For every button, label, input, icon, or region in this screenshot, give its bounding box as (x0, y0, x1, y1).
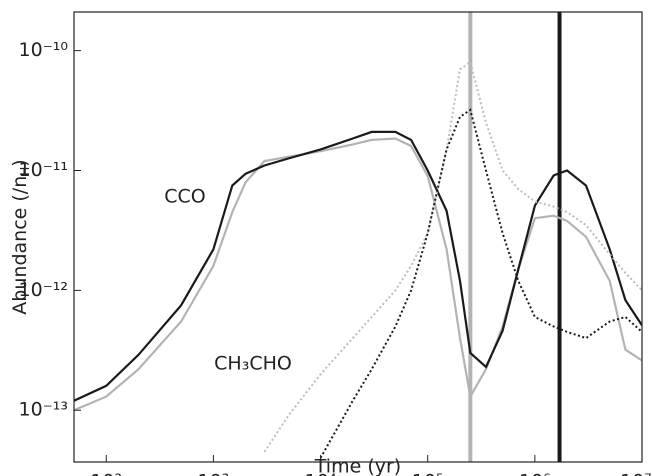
annotation: CH₃CHO (214, 353, 292, 375)
series-line (74, 137, 642, 412)
y-tick-label: 10⁻¹² (19, 279, 68, 301)
x-axis-label: Time (yr) (314, 456, 401, 476)
x-tick-label: 10⁷ (620, 471, 652, 476)
x-tick-label: 10⁶ (519, 471, 551, 476)
series-line (74, 130, 642, 402)
y-axis-label-part: Abundance (/n (9, 176, 31, 315)
annotation: CCO (164, 186, 206, 208)
plot-area (74, 12, 642, 462)
plot-frame (73, 11, 643, 463)
x-tick-label: 10² (90, 471, 122, 476)
series-line (263, 60, 642, 453)
y-tick-label: 10⁻¹¹ (19, 159, 68, 181)
y-axis-label-sub: H (18, 167, 32, 176)
y-tick-label: 10⁻¹³ (19, 399, 68, 421)
x-tick-label: 10³ (198, 471, 230, 476)
series-line (319, 108, 642, 459)
x-tick-label: 10⁴ (305, 471, 337, 476)
y-axis-label: Abundance (/nH) (9, 159, 32, 314)
y-tick-label: 10⁻¹⁰ (19, 39, 68, 61)
x-tick-label: 10⁵ (412, 471, 444, 476)
y-axis-label-part: ) (9, 159, 31, 166)
